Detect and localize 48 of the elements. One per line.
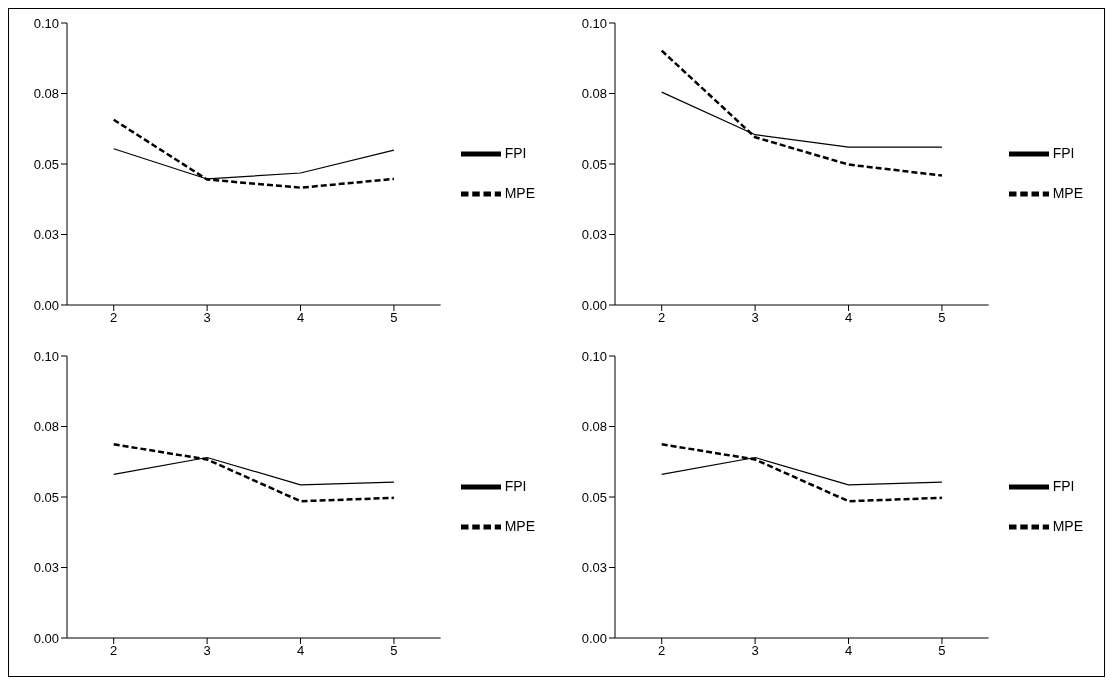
y-tick-label: 0.03 bbox=[581, 227, 607, 243]
legend-label: MPE bbox=[504, 517, 535, 534]
y-tick-label: 0.03 bbox=[33, 560, 59, 576]
line-series bbox=[112, 443, 396, 503]
legend-label: FPI bbox=[1052, 477, 1075, 494]
x-tick-label: 2 bbox=[658, 643, 666, 659]
x-tick-label: 5 bbox=[390, 310, 398, 326]
x-tick-label: 2 bbox=[658, 310, 666, 326]
legend-label: MPE bbox=[1052, 517, 1083, 534]
x-tick-label: 3 bbox=[203, 643, 211, 659]
y-tick-label: 0.05 bbox=[33, 489, 59, 505]
x-tick-label: 5 bbox=[390, 643, 398, 659]
legend-label: FPI bbox=[1052, 144, 1075, 161]
y-tick-label: 0.10 bbox=[33, 348, 59, 364]
y-tick-label: 0.08 bbox=[581, 419, 607, 435]
x-tick-label: 4 bbox=[296, 310, 305, 326]
y-tick-label: 0.10 bbox=[581, 348, 607, 364]
y-tick-label: 0.00 bbox=[33, 297, 59, 313]
y-tick-label: 0.08 bbox=[33, 419, 59, 435]
y-tick-label: 0.08 bbox=[581, 86, 607, 102]
y-tick-label: 0.03 bbox=[581, 560, 607, 576]
x-tick-label: 4 bbox=[844, 643, 853, 659]
x-tick-label: 4 bbox=[844, 310, 853, 326]
y-tick-label: 0.08 bbox=[33, 86, 59, 102]
y-tick-label: 0.10 bbox=[581, 15, 607, 31]
line-series bbox=[660, 443, 944, 503]
y-tick-label: 0.05 bbox=[581, 156, 607, 172]
x-tick-label: 3 bbox=[751, 643, 759, 659]
legend-label: FPI bbox=[504, 477, 527, 494]
line-series bbox=[112, 118, 396, 189]
y-tick-label: 0.00 bbox=[33, 630, 59, 646]
x-tick-label: 3 bbox=[203, 310, 211, 326]
x-tick-label: 3 bbox=[751, 310, 759, 326]
line-series bbox=[660, 49, 944, 177]
legend-label: MPE bbox=[504, 184, 535, 201]
legend-label: FPI bbox=[504, 144, 527, 161]
y-tick-label: 0.05 bbox=[33, 156, 59, 172]
y-tick-label: 0.00 bbox=[581, 630, 607, 646]
y-tick-label: 0.00 bbox=[581, 297, 607, 313]
x-tick-label: 2 bbox=[110, 310, 118, 326]
x-tick-label: 5 bbox=[938, 643, 946, 659]
x-tick-label: 4 bbox=[296, 643, 305, 659]
y-tick-label: 0.03 bbox=[33, 227, 59, 243]
y-tick-label: 0.10 bbox=[33, 15, 59, 31]
x-tick-label: 5 bbox=[938, 310, 946, 326]
y-tick-label: 0.05 bbox=[581, 489, 607, 505]
legend-label: MPE bbox=[1052, 184, 1083, 201]
x-tick-label: 2 bbox=[110, 643, 118, 659]
